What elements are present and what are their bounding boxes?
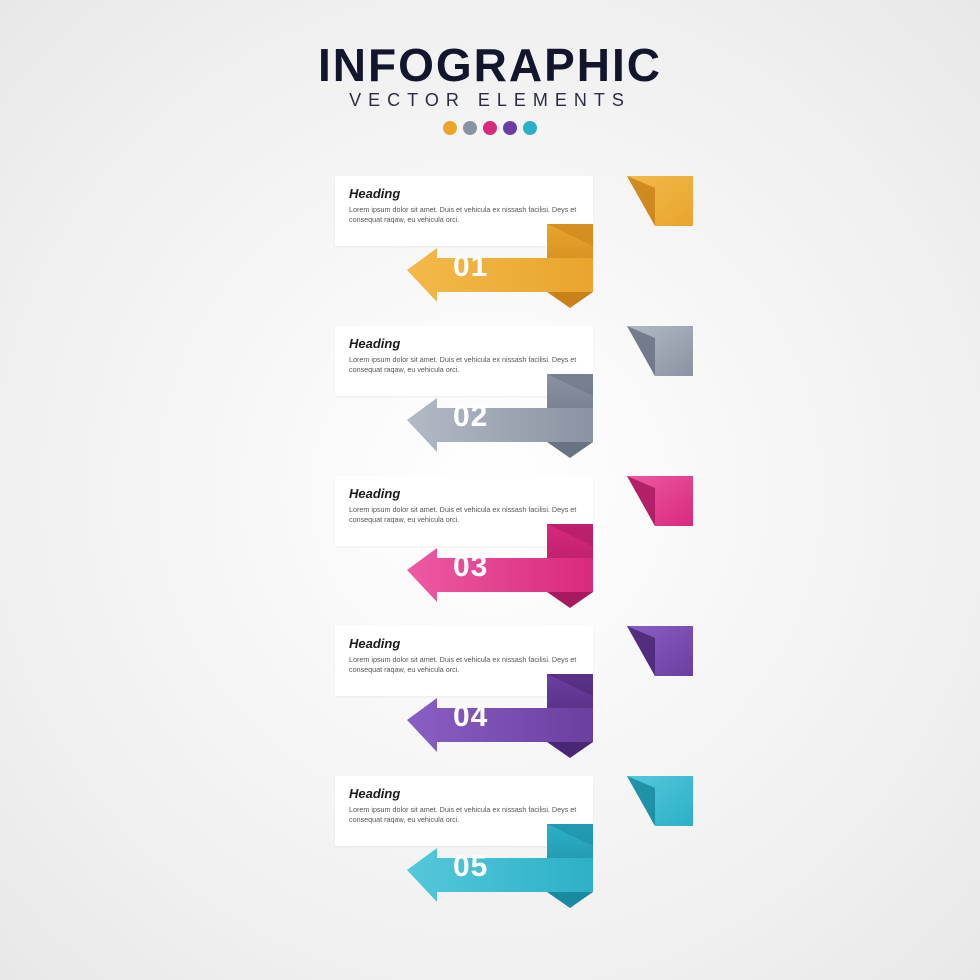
item-body: Lorem ipsum dolor sit amet. Duis et vehi… — [349, 355, 579, 374]
palette-dot-1 — [443, 121, 457, 135]
corner-fold-icon — [627, 326, 693, 372]
header: INFOGRAPHIC VECTOR ELEMENTS — [0, 0, 980, 135]
item-body: Lorem ipsum dolor sit amet. Duis et vehi… — [349, 505, 579, 524]
page-subtitle: VECTOR ELEMENTS — [0, 90, 980, 111]
corner-fold-icon — [627, 176, 693, 222]
palette-dot-5 — [523, 121, 537, 135]
item-heading: Heading — [349, 786, 579, 801]
palette-dot-4 — [503, 121, 517, 135]
item-number: 04 — [453, 700, 488, 734]
corner-fold-icon — [627, 476, 693, 522]
arrow-ribbon-icon — [407, 392, 607, 456]
item-number: 05 — [453, 850, 488, 884]
item-number: 03 — [453, 550, 488, 584]
page-title: INFOGRAPHIC — [0, 38, 980, 92]
palette-dot-2 — [463, 121, 477, 135]
corner-fold-icon — [627, 776, 693, 822]
infographic-item-03: Heading Lorem ipsum dolor sit amet. Duis … — [335, 476, 655, 626]
item-body: Lorem ipsum dolor sit amet. Duis et vehi… — [349, 805, 579, 824]
corner-fold-icon — [627, 626, 693, 672]
infographic-list: Heading Lorem ipsum dolor sit amet. Duis … — [335, 176, 655, 926]
item-heading: Heading — [349, 636, 579, 651]
palette-dot-3 — [483, 121, 497, 135]
arrow-ribbon-icon — [407, 692, 607, 756]
infographic-item-05: Heading Lorem ipsum dolor sit amet. Duis … — [335, 776, 655, 926]
item-number: 02 — [453, 400, 488, 434]
arrow-ribbon-icon — [407, 242, 607, 306]
item-body: Lorem ipsum dolor sit amet. Duis et vehi… — [349, 205, 579, 224]
item-heading: Heading — [349, 186, 579, 201]
arrow-ribbon-icon — [407, 842, 607, 906]
item-number: 01 — [453, 250, 488, 284]
infographic-item-02: Heading Lorem ipsum dolor sit amet. Duis … — [335, 326, 655, 476]
item-body: Lorem ipsum dolor sit amet. Duis et vehi… — [349, 655, 579, 674]
item-heading: Heading — [349, 486, 579, 501]
palette-dots — [0, 121, 980, 135]
item-heading: Heading — [349, 336, 579, 351]
infographic-item-04: Heading Lorem ipsum dolor sit amet. Duis … — [335, 626, 655, 776]
infographic-item-01: Heading Lorem ipsum dolor sit amet. Duis … — [335, 176, 655, 326]
arrow-ribbon-icon — [407, 542, 607, 606]
